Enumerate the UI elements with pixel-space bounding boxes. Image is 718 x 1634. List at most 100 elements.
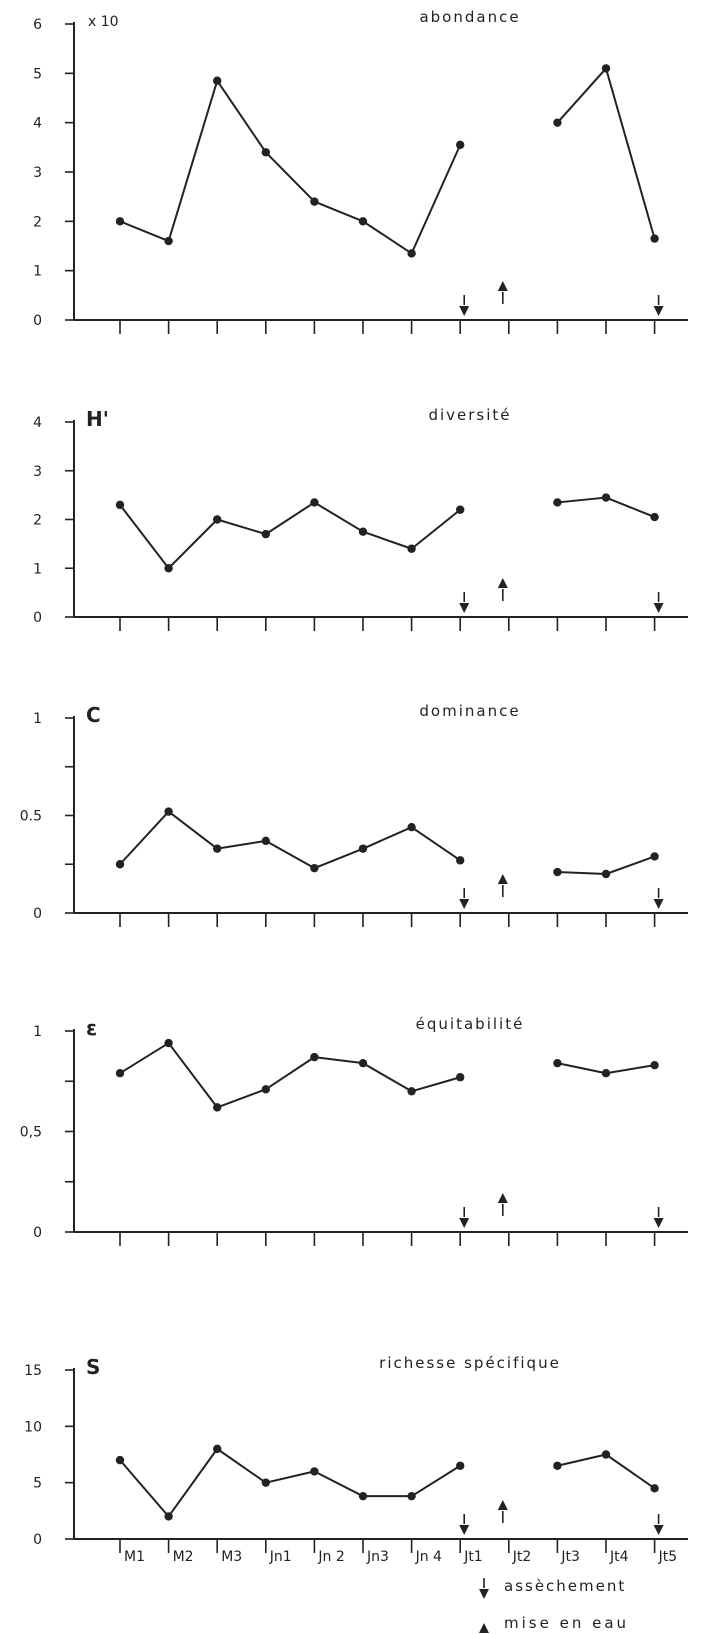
data-point [261, 1085, 270, 1094]
data-point [553, 498, 562, 507]
x-tick-label: Jt5 [658, 1549, 678, 1565]
y-axis-label: ε [86, 1016, 97, 1040]
data-point [553, 118, 562, 127]
y-tick-label: 0 [33, 313, 42, 329]
y-tick-label: 4 [33, 415, 42, 431]
series-segment [167, 1448, 219, 1518]
y-tick-label: 15 [24, 1363, 42, 1379]
data-point [115, 217, 125, 226]
data-point [601, 64, 611, 73]
data-point [650, 234, 659, 243]
series-segment [314, 1056, 364, 1065]
data-point [164, 1038, 173, 1048]
y-axis-label: C [86, 703, 101, 727]
data-point [407, 249, 416, 258]
data-point [310, 498, 319, 507]
x-tick-label: Jt1 [463, 1549, 483, 1565]
data-point [553, 1058, 562, 1068]
series-segment [314, 847, 364, 870]
data-point [650, 1484, 659, 1493]
data-point [310, 1052, 319, 1062]
y-tick-label: 0,5 [20, 1125, 42, 1141]
series-segment [265, 1056, 315, 1091]
series-segment [265, 1470, 315, 1484]
data-point [213, 76, 222, 85]
data-point [213, 1444, 222, 1454]
data-point [407, 1491, 416, 1501]
data-point [601, 1450, 611, 1459]
y-axis-label: H' [86, 407, 109, 431]
assechement-arrow-icon [459, 592, 470, 613]
y-tick-label: 2 [33, 214, 42, 230]
data-point [601, 1069, 611, 1078]
panel-title: dominance [419, 702, 520, 720]
y-tick-label: 0 [33, 1532, 42, 1548]
y-tick-label: 2 [33, 513, 42, 529]
panel-5: 0 5 10 15 richesse spécifique S [24, 1354, 688, 1553]
assechement-arrow-icon [653, 1514, 664, 1535]
series-segment [411, 1076, 461, 1093]
x-tick-label: Jn1 [269, 1549, 292, 1565]
y-tick-label: 5 [33, 66, 42, 82]
legend-assechement-label: assèchement [504, 1577, 626, 1595]
series-segment [410, 508, 461, 550]
y-tick-label: 4 [33, 116, 42, 132]
panel-1: 0 1 2 3 4 5 6 abondance x 10 [33, 8, 688, 334]
data-point [115, 1455, 125, 1465]
y-tick-label: 1 [33, 1024, 42, 1040]
panel-2: 0 1 2 3 4 diversité H' [33, 406, 688, 631]
data-point [456, 1461, 465, 1470]
data-point [310, 863, 319, 873]
series-segment [411, 1464, 461, 1498]
series-segment [314, 200, 364, 223]
data-point [115, 1069, 125, 1078]
data-point [115, 860, 125, 869]
x-tick-label: Jn3 [366, 1549, 389, 1565]
data-point [650, 852, 659, 861]
data-point [310, 197, 319, 206]
data-point [407, 823, 416, 832]
mise-en-eau-arrow-icon [497, 1500, 508, 1523]
y-tick-label: 1 [33, 561, 42, 577]
data-point [358, 217, 368, 226]
data-point [261, 148, 270, 157]
series-segment [217, 839, 266, 850]
data-point [115, 500, 125, 510]
panel-title: abondance [419, 8, 520, 26]
y-tick-label: 3 [33, 464, 42, 480]
series-segment [119, 1459, 170, 1518]
data-point [358, 1058, 368, 1068]
series-segment [119, 504, 170, 569]
assechement-arrow-icon [479, 1578, 489, 1599]
data-point [164, 807, 173, 816]
panel-title: richesse spécifique [379, 1354, 561, 1372]
data-point [553, 1461, 562, 1470]
series-segment [167, 518, 218, 569]
y-tick-label: 3 [33, 165, 42, 181]
series-segment [362, 826, 413, 850]
series-segment [362, 530, 412, 550]
y-tick-label: 0 [33, 906, 42, 922]
series-segment [411, 826, 461, 862]
x-tick-label: M3 [221, 1549, 242, 1565]
assechement-arrow-icon [653, 888, 664, 909]
x-tick-label: Jt3 [560, 1549, 580, 1565]
y-tick-label: 0.5 [20, 809, 42, 825]
assechement-arrow-icon [459, 1514, 470, 1535]
series-segment [605, 1064, 655, 1075]
assechement-arrow-icon [459, 295, 470, 316]
y-multiplier-label: x 10 [88, 14, 119, 30]
series-segment [119, 810, 170, 865]
series-segment [362, 220, 413, 255]
series-segment [313, 501, 364, 533]
legend: assèchement mise en eau [479, 1577, 626, 1633]
y-tick-label: 6 [33, 17, 42, 33]
series-segment [167, 80, 219, 242]
series-segment [557, 1062, 607, 1075]
data-point [456, 505, 465, 514]
x-tick-label: M1 [124, 1549, 145, 1565]
x-tick-label: M2 [173, 1549, 194, 1565]
mise-en-eau-arrow-icon [497, 578, 508, 601]
x-tick-label: Jn 4 [415, 1549, 442, 1565]
